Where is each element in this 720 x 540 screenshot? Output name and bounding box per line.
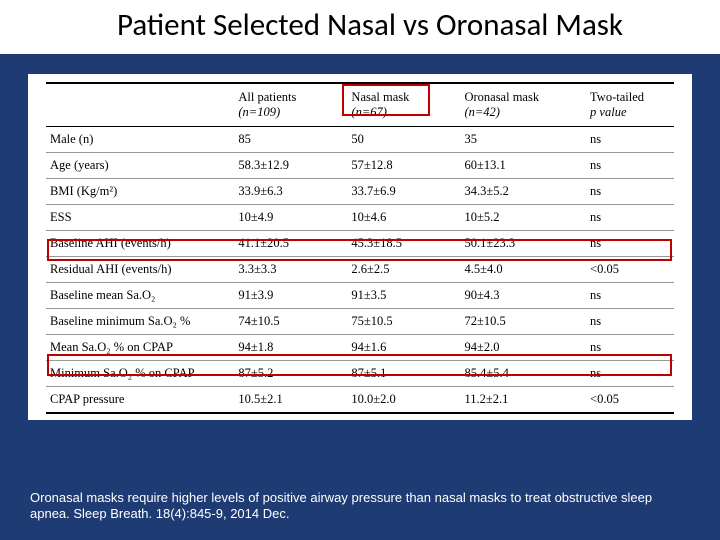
row-label: Age (years) xyxy=(46,152,234,178)
row-label: ESS xyxy=(46,204,234,230)
cell-all: 87±5.2 xyxy=(234,360,347,386)
cell-all: 85 xyxy=(234,126,347,152)
row-label: CPAP pressure xyxy=(46,386,234,413)
cell-pvalue: ns xyxy=(586,178,674,204)
header-all: All patients (n=109) xyxy=(234,83,347,127)
table-row: Minimum Sa.O₂ % on CPAP87±5.287±5.185.4±… xyxy=(46,360,674,386)
cell-nasal: 2.6±2.5 xyxy=(347,256,460,282)
cell-nasal: 87±5.1 xyxy=(347,360,460,386)
cell-pvalue: ns xyxy=(586,308,674,334)
title-bar: Patient Selected Nasal vs Oronasal Mask xyxy=(0,0,720,54)
cell-nasal: 45.3±18.5 xyxy=(347,230,460,256)
table-area: All patients (n=109) Nasal mask (n=67) O… xyxy=(28,74,692,420)
table-row: Baseline mean Sa.O₂91±3.991±3.590±4.3ns xyxy=(46,282,674,308)
row-label: Baseline minimum Sa.O₂ % xyxy=(46,308,234,334)
cell-oronasal: 34.3±5.2 xyxy=(460,178,586,204)
row-label: Mean Sa.O₂ % on CPAP xyxy=(46,334,234,360)
table-row: BMI (Kg/m²)33.9±6.333.7±6.934.3±5.2ns xyxy=(46,178,674,204)
cell-oronasal: 4.5±4.0 xyxy=(460,256,586,282)
table-row: ESS10±4.910±4.610±5.2ns xyxy=(46,204,674,230)
row-label: Baseline mean Sa.O₂ xyxy=(46,282,234,308)
cell-pvalue: <0.05 xyxy=(586,386,674,413)
slide-title: Patient Selected Nasal vs Oronasal Mask xyxy=(40,8,700,44)
table-row: Residual AHI (events/h)3.3±3.32.6±2.54.5… xyxy=(46,256,674,282)
cell-nasal: 50 xyxy=(347,126,460,152)
row-label: Male (n) xyxy=(46,126,234,152)
row-label: Baseline AHI (events/h) xyxy=(46,230,234,256)
cell-oronasal: 94±2.0 xyxy=(460,334,586,360)
cell-pvalue: ns xyxy=(586,126,674,152)
cell-pvalue: ns xyxy=(586,360,674,386)
cell-pvalue: ns xyxy=(586,334,674,360)
row-label: Minimum Sa.O₂ % on CPAP xyxy=(46,360,234,386)
cell-all: 33.9±6.3 xyxy=(234,178,347,204)
cell-all: 41.1±20.5 xyxy=(234,230,347,256)
cell-oronasal: 35 xyxy=(460,126,586,152)
cell-oronasal: 11.2±2.1 xyxy=(460,386,586,413)
cell-nasal: 10±4.6 xyxy=(347,204,460,230)
cell-pvalue: ns xyxy=(586,282,674,308)
cell-oronasal: 60±13.1 xyxy=(460,152,586,178)
cell-nasal: 75±10.5 xyxy=(347,308,460,334)
cell-all: 10±4.9 xyxy=(234,204,347,230)
cell-pvalue: ns xyxy=(586,230,674,256)
cell-pvalue: ns xyxy=(586,152,674,178)
cell-pvalue: ns xyxy=(586,204,674,230)
cell-oronasal: 10±5.2 xyxy=(460,204,586,230)
table-row: Baseline AHI (events/h)41.1±20.545.3±18.… xyxy=(46,230,674,256)
header-row: All patients (n=109) Nasal mask (n=67) O… xyxy=(46,83,674,127)
header-blank xyxy=(46,83,234,127)
citation-caption: Oronasal masks require higher levels of … xyxy=(30,490,690,523)
cell-oronasal: 85.4±5.4 xyxy=(460,360,586,386)
data-table: All patients (n=109) Nasal mask (n=67) O… xyxy=(46,82,674,414)
table-row: CPAP pressure10.5±2.110.0±2.011.2±2.1<0.… xyxy=(46,386,674,413)
header-nasal: Nasal mask (n=67) xyxy=(347,83,460,127)
table-row: Age (years)58.3±12.957±12.860±13.1ns xyxy=(46,152,674,178)
cell-all: 94±1.8 xyxy=(234,334,347,360)
cell-all: 10.5±2.1 xyxy=(234,386,347,413)
cell-nasal: 94±1.6 xyxy=(347,334,460,360)
cell-pvalue: <0.05 xyxy=(586,256,674,282)
cell-all: 3.3±3.3 xyxy=(234,256,347,282)
cell-oronasal: 50.1±23.3 xyxy=(460,230,586,256)
cell-oronasal: 90±4.3 xyxy=(460,282,586,308)
cell-nasal: 10.0±2.0 xyxy=(347,386,460,413)
cell-nasal: 57±12.8 xyxy=(347,152,460,178)
header-oronasal: Oronasal mask (n=42) xyxy=(460,83,586,127)
cell-nasal: 91±3.5 xyxy=(347,282,460,308)
cell-all: 74±10.5 xyxy=(234,308,347,334)
cell-nasal: 33.7±6.9 xyxy=(347,178,460,204)
cell-all: 91±3.9 xyxy=(234,282,347,308)
header-pvalue: Two-tailed p value xyxy=(586,83,674,127)
table-row: Mean Sa.O₂ % on CPAP94±1.894±1.694±2.0ns xyxy=(46,334,674,360)
row-label: BMI (Kg/m²) xyxy=(46,178,234,204)
cell-all: 58.3±12.9 xyxy=(234,152,347,178)
slide: Patient Selected Nasal vs Oronasal Mask … xyxy=(0,0,720,540)
table-body: Male (n)855035nsAge (years)58.3±12.957±1… xyxy=(46,126,674,413)
table-row: Baseline minimum Sa.O₂ %74±10.575±10.572… xyxy=(46,308,674,334)
table-row: Male (n)855035ns xyxy=(46,126,674,152)
cell-oronasal: 72±10.5 xyxy=(460,308,586,334)
row-label: Residual AHI (events/h) xyxy=(46,256,234,282)
